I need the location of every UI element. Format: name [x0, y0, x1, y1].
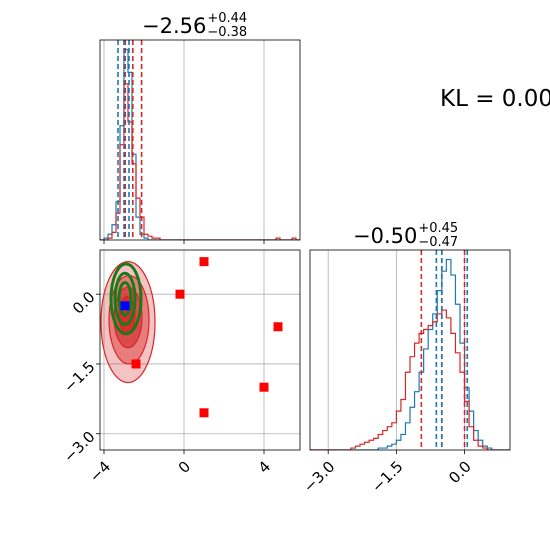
panel-frame [309, 249, 511, 451]
plot-area [100, 250, 300, 450]
y-tick-label: −3.0 [60, 428, 98, 466]
kl-annotation: KL = 0.00 [440, 86, 550, 112]
red-histogram-series [310, 309, 510, 450]
red-square-marker [199, 408, 209, 418]
top-title-subscript: −0.38 [207, 25, 248, 40]
red-square-marker [131, 359, 141, 369]
green-density-contour [109, 262, 143, 336]
x-tick-label: 4 [255, 458, 274, 477]
plot-area [100, 40, 300, 240]
red-square-marker [175, 289, 185, 299]
x-tick-label: −1.5 [368, 458, 406, 496]
panel-frame [99, 39, 301, 241]
green-density-contour [113, 271, 137, 326]
x-tick-label: 0 [175, 458, 194, 477]
right-title-superscript: +0.45 [418, 221, 459, 236]
x-tick-label: 0.0 [445, 458, 475, 488]
red-square-marker [273, 322, 283, 332]
top-title-value: −2.56 [142, 14, 207, 38]
right-marginal-histogram: −3.0 −1.5 0.0 [300, 249, 511, 496]
top-marginal-histogram [99, 39, 301, 244]
x-tick-label: −4 [86, 458, 114, 486]
right-title-value: −0.50 [353, 224, 418, 248]
joint-scatter-panel: −4 0 4 0.0 −1.5 −3.0 [60, 249, 301, 486]
right-panel-title: −0.50 +0.45 −0.47 [353, 216, 458, 256]
blue-square-marker [120, 301, 130, 311]
red-square-marker [259, 382, 269, 392]
x-tick-label: −3.0 [300, 458, 338, 496]
green-density-contour [117, 281, 133, 317]
plot-area [310, 250, 510, 450]
top-panel-title: −2.56 +0.44 −0.38 [142, 6, 247, 46]
red-histogram-series [100, 83, 300, 240]
red-square-marker [199, 257, 209, 267]
panel-frame [99, 249, 301, 451]
y-tick-label: 0.0 [69, 288, 99, 318]
right-title-subscript: −0.47 [418, 235, 459, 250]
blue-histogram-series [310, 258, 510, 450]
y-tick-label: −1.5 [60, 358, 98, 396]
top-title-superscript: +0.44 [207, 11, 248, 26]
blue-histogram-series [100, 48, 300, 240]
